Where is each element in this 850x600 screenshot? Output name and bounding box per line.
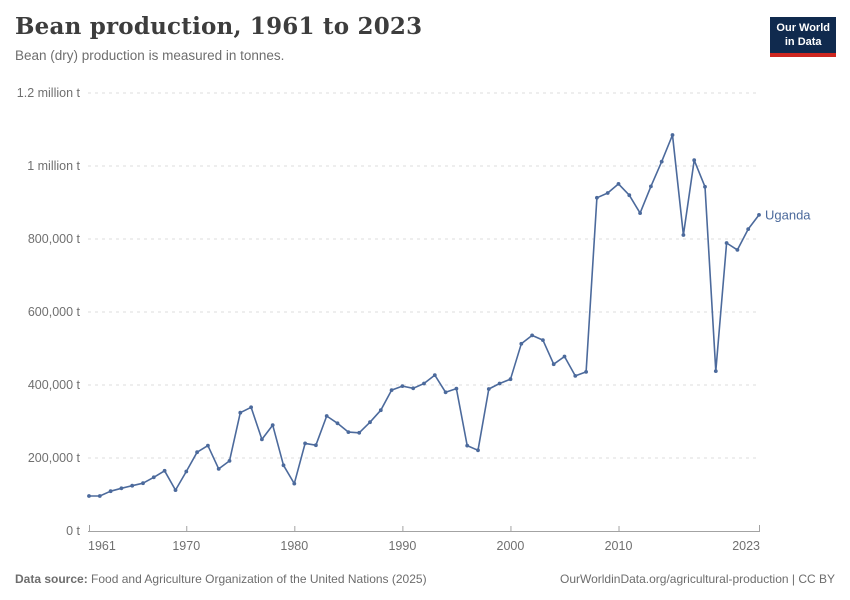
data-point — [108, 489, 113, 494]
data-point — [713, 369, 718, 373]
footer-source-label: Data source: — [15, 572, 88, 586]
data-point — [486, 387, 491, 391]
data-point — [627, 193, 632, 198]
data-point — [335, 421, 340, 426]
data-point — [616, 182, 621, 186]
x-tick-label: 1990 — [388, 539, 416, 553]
data-point — [584, 370, 588, 374]
data-point — [249, 405, 254, 410]
data-point — [119, 486, 124, 491]
data-point — [184, 469, 189, 474]
data-point — [551, 362, 556, 367]
x-tick-label: 1961 — [88, 539, 116, 553]
data-point — [681, 233, 686, 237]
data-point — [573, 374, 578, 378]
data-point — [151, 475, 156, 480]
data-point — [216, 467, 221, 471]
y-tick-label: 200,000 t — [28, 451, 81, 465]
data-point — [649, 184, 653, 189]
data-point — [432, 373, 437, 377]
data-point — [357, 430, 362, 435]
data-point — [314, 443, 318, 448]
data-point — [659, 159, 664, 164]
data-point — [238, 410, 243, 415]
data-point — [530, 333, 534, 338]
data-point — [270, 423, 275, 427]
owid-logo-line2: in Data — [784, 36, 822, 49]
data-point — [378, 408, 383, 413]
data-point — [303, 441, 307, 446]
footer-source-text: Food and Agriculture Organization of the… — [87, 572, 427, 586]
y-tick-label: 400,000 t — [28, 378, 81, 392]
data-point — [465, 443, 470, 448]
x-tick-label: 2000 — [497, 539, 525, 553]
data-point — [757, 213, 761, 217]
data-point — [638, 211, 642, 216]
data-point — [508, 377, 513, 382]
series-label-uganda: Uganda — [765, 207, 811, 222]
owid-logo: Our World in Data — [770, 17, 836, 57]
data-point — [476, 448, 480, 453]
data-point — [595, 195, 599, 200]
data-point — [454, 386, 459, 391]
data-point — [195, 450, 200, 455]
data-point — [389, 388, 394, 392]
data-point — [422, 381, 426, 386]
data-point — [173, 488, 178, 492]
page-title: Bean production, 1961 to 2023 — [15, 13, 423, 40]
footer-credit: OurWorldinData.org/agricultural-producti… — [559, 572, 835, 586]
data-point — [97, 494, 102, 498]
data-point — [541, 338, 545, 342]
series-line-uganda — [88, 134, 760, 497]
data-point — [692, 158, 697, 163]
chart-header: Bean production, 1961 to 2023 Bean (dry)… — [15, 13, 760, 63]
data-point — [368, 420, 372, 425]
data-point — [605, 191, 610, 195]
x-tick-label: 1970 — [172, 539, 200, 553]
data-point — [162, 468, 167, 473]
y-tick-label: 1 million t — [27, 159, 80, 173]
data-point — [206, 443, 210, 448]
y-tick-label: 800,000 t — [28, 232, 81, 246]
data-point — [562, 354, 567, 359]
data-point — [87, 494, 91, 498]
data-point — [141, 481, 145, 486]
y-tick-label: 600,000 t — [28, 305, 81, 319]
x-tick-label: 1980 — [280, 539, 308, 553]
data-point — [443, 390, 448, 395]
data-point — [703, 184, 707, 189]
data-point — [227, 459, 232, 463]
page-subtitle: Bean (dry) production is measured in ton… — [15, 47, 285, 63]
data-point — [746, 227, 751, 232]
data-point — [411, 386, 416, 391]
chart-footer: Data source: Food and Agriculture Organi… — [15, 572, 835, 586]
data-point — [670, 133, 675, 137]
footer-source: Data source: Food and Agriculture Organi… — [15, 572, 427, 586]
data-point — [400, 384, 405, 388]
owid-logo-line1: Our World — [776, 22, 830, 34]
data-point — [260, 437, 264, 442]
data-point — [497, 381, 502, 386]
data-point — [735, 248, 740, 252]
y-tick-label: 0 t — [66, 524, 80, 538]
data-point — [292, 481, 297, 486]
data-point — [346, 430, 351, 434]
y-tick-label: 1.2 million t — [17, 86, 81, 100]
x-tick-label: 2023 — [732, 539, 760, 553]
data-point — [281, 463, 286, 468]
data-point — [519, 341, 524, 346]
data-point — [130, 483, 135, 488]
data-point — [724, 241, 729, 245]
x-tick-label: 2010 — [605, 539, 633, 553]
data-point — [324, 414, 329, 418]
